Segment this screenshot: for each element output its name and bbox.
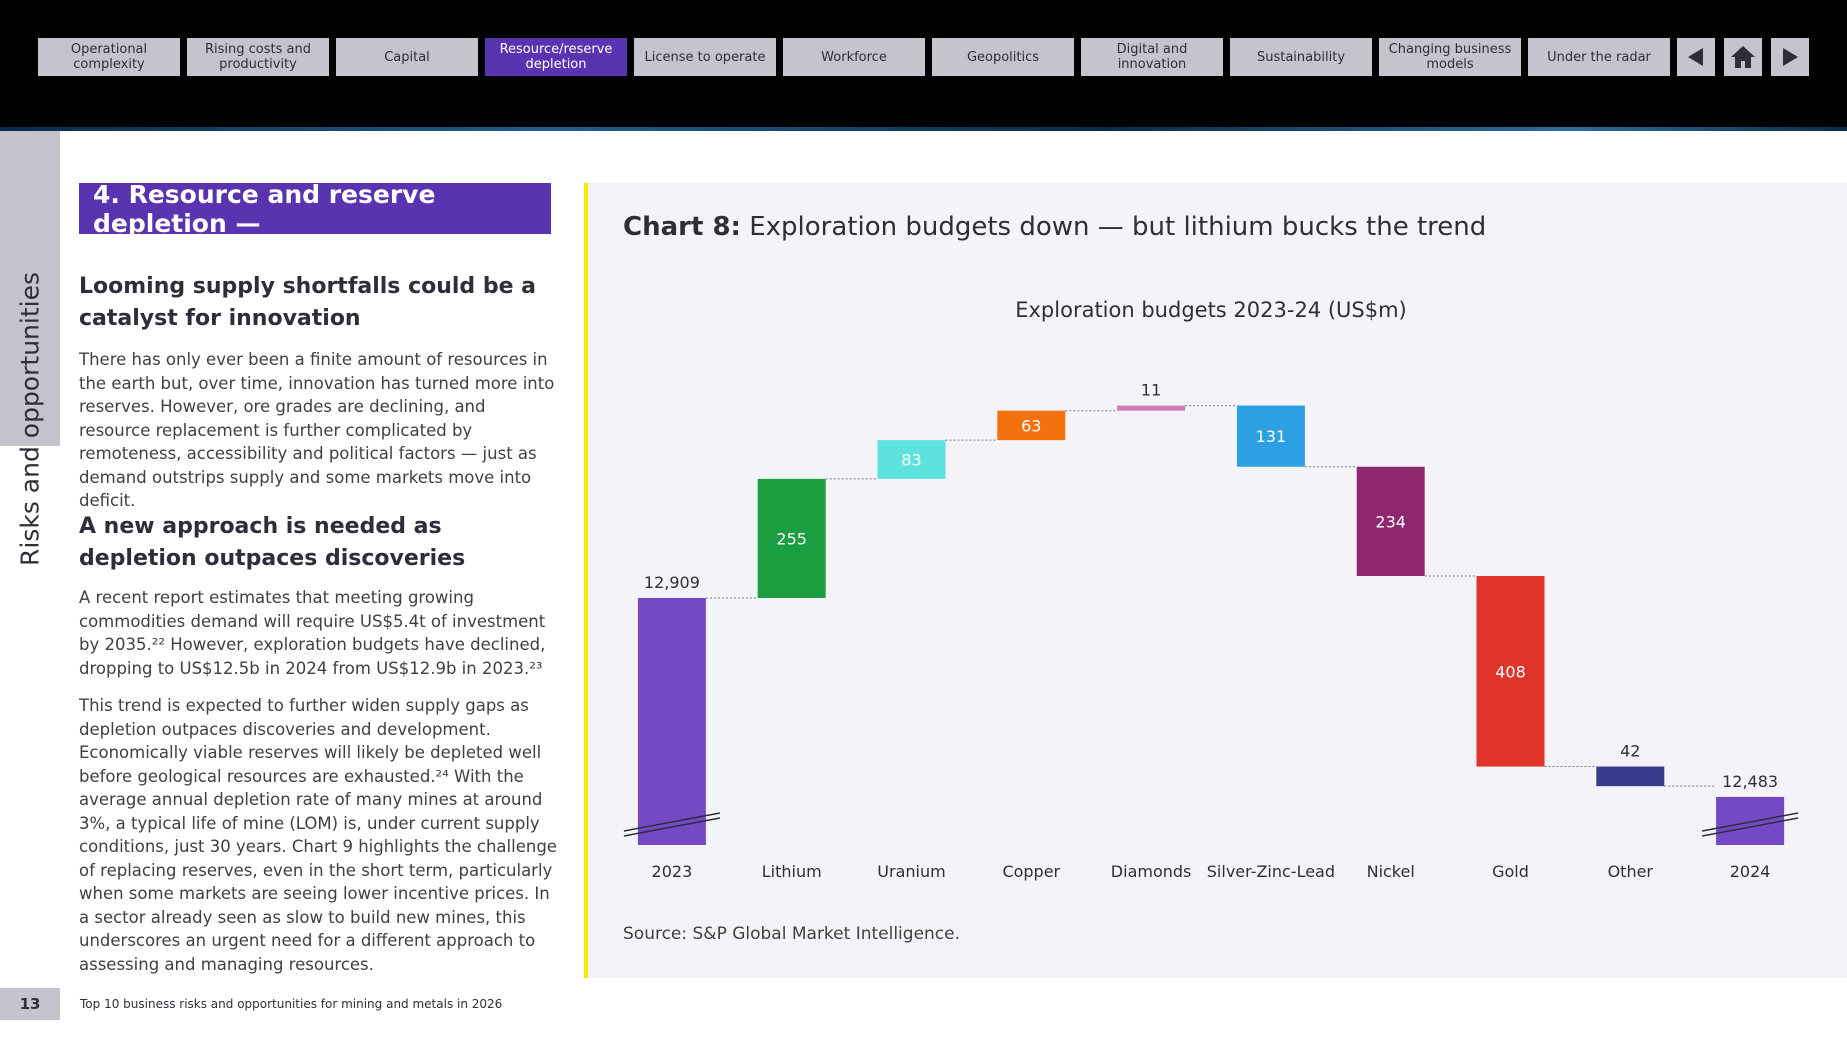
nav-tab-rising-costs-and-productivity[interactable]: Rising costs and productivity bbox=[187, 38, 329, 76]
next-icon bbox=[1783, 48, 1798, 66]
chart-heading: Chart 8: Exploration budgets down — but … bbox=[623, 212, 1486, 242]
category-label-uranium: Uranium bbox=[877, 862, 945, 881]
category-label-silver-zinc-lead: Silver-Zinc-Lead bbox=[1207, 862, 1335, 881]
nav-tab-resource-reserve-depletion[interactable]: Resource/reserve depletion bbox=[485, 38, 627, 76]
value-label-nickel: 234 bbox=[1375, 512, 1406, 531]
paragraph-3: This trend is expected to further widen … bbox=[79, 696, 557, 974]
bar-copper bbox=[997, 410, 1066, 441]
chart-heading-text: Exploration budgets down — but lithium b… bbox=[740, 212, 1487, 242]
category-label-2023: 2023 bbox=[652, 862, 693, 881]
home-button[interactable] bbox=[1724, 38, 1762, 76]
nav-tab-digital-and-innovation[interactable]: Digital and innovation bbox=[1081, 38, 1223, 76]
axis-break-upper-2024 bbox=[1701, 812, 1799, 832]
bar-2023 bbox=[637, 597, 706, 845]
bar-uranium bbox=[877, 440, 946, 479]
axis-break-upper-2023 bbox=[623, 812, 721, 832]
nav-tab-changing-business-models[interactable]: Changing business models bbox=[1379, 38, 1521, 76]
category-label-copper: Copper bbox=[1002, 862, 1060, 881]
nav-tab-under-the-radar[interactable]: Under the radar bbox=[1528, 38, 1670, 76]
category-label-diamonds: Diamonds bbox=[1111, 862, 1192, 881]
category-label-nickel: Nickel bbox=[1367, 862, 1415, 881]
nav-tab-license-to-operate[interactable]: License to operate bbox=[634, 38, 776, 76]
value-label-lithium: 255 bbox=[776, 529, 807, 548]
value-label-copper: 63 bbox=[1021, 416, 1041, 435]
value-label-silver-zinc-lead: 131 bbox=[1256, 427, 1287, 446]
next-page-button[interactable] bbox=[1771, 38, 1809, 76]
header-edge bbox=[0, 127, 1847, 131]
bar-lithium bbox=[757, 478, 826, 598]
paragraph-2: A recent report estimates that meeting g… bbox=[79, 588, 546, 678]
chart-number: Chart 8: bbox=[623, 212, 741, 242]
category-label-other: Other bbox=[1608, 862, 1654, 881]
value-label-2023: 12,909 bbox=[644, 573, 700, 592]
bar-other bbox=[1596, 766, 1665, 787]
bar-gold bbox=[1476, 576, 1545, 767]
nav-tab-capital[interactable]: Capital bbox=[336, 38, 478, 76]
value-label-diamonds: 11 bbox=[1141, 381, 1161, 400]
prev-icon bbox=[1688, 48, 1703, 66]
sidebar-label: Risks and opportunities bbox=[15, 272, 45, 566]
value-label-2024: 12,483 bbox=[1722, 772, 1778, 791]
top-navigation-bar: Operational complexity Rising costs and p… bbox=[0, 0, 1847, 131]
chart-title: Exploration budgets 2023-24 (US$m) bbox=[1015, 298, 1407, 322]
waterfall-chart: Exploration budgets 2023-24 (US$m) 12,909… bbox=[623, 298, 1799, 881]
axis-break-lower-2023 bbox=[623, 817, 721, 837]
footer-text: Top 10 business risks and opportunities … bbox=[80, 997, 503, 1011]
category-label-lithium: Lithium bbox=[762, 862, 822, 881]
nav-tab-sustainability[interactable]: Sustainability bbox=[1230, 38, 1372, 76]
heading-supply-shortfalls: Looming supply shortfalls could be a cat… bbox=[79, 274, 537, 331]
page-number: 13 bbox=[0, 988, 60, 1020]
bar-silver-zinc-lead bbox=[1236, 405, 1305, 467]
bar-nickel bbox=[1356, 466, 1425, 577]
nav-tab-operational-complexity[interactable]: Operational complexity bbox=[38, 38, 180, 76]
value-label-gold: 408 bbox=[1495, 662, 1526, 681]
chart-source: Source: S&P Global Market Intelligence. bbox=[623, 924, 961, 944]
value-label-uranium: 83 bbox=[901, 451, 921, 470]
heading-new-approach: A new approach is needed as depletion ou… bbox=[79, 514, 466, 571]
paragraph-1: There has only ever been a finite amount… bbox=[79, 350, 555, 510]
bar-2024 bbox=[1716, 796, 1785, 845]
value-label-other: 42 bbox=[1620, 742, 1640, 761]
prev-page-button[interactable] bbox=[1677, 38, 1715, 76]
nav-tab-geopolitics[interactable]: Geopolitics bbox=[932, 38, 1074, 76]
category-label-gold: Gold bbox=[1492, 862, 1529, 881]
section-title: 4. Resource and reserve depletion — bbox=[79, 180, 551, 238]
nav-tab-workforce[interactable]: Workforce bbox=[783, 38, 925, 76]
bar-diamonds bbox=[1117, 405, 1186, 411]
sidebar-tab: Risks and opportunities bbox=[0, 131, 60, 566]
category-label-2024: 2024 bbox=[1730, 862, 1771, 881]
axis-break-lower-2024 bbox=[1701, 817, 1799, 837]
home-icon bbox=[1731, 46, 1755, 68]
